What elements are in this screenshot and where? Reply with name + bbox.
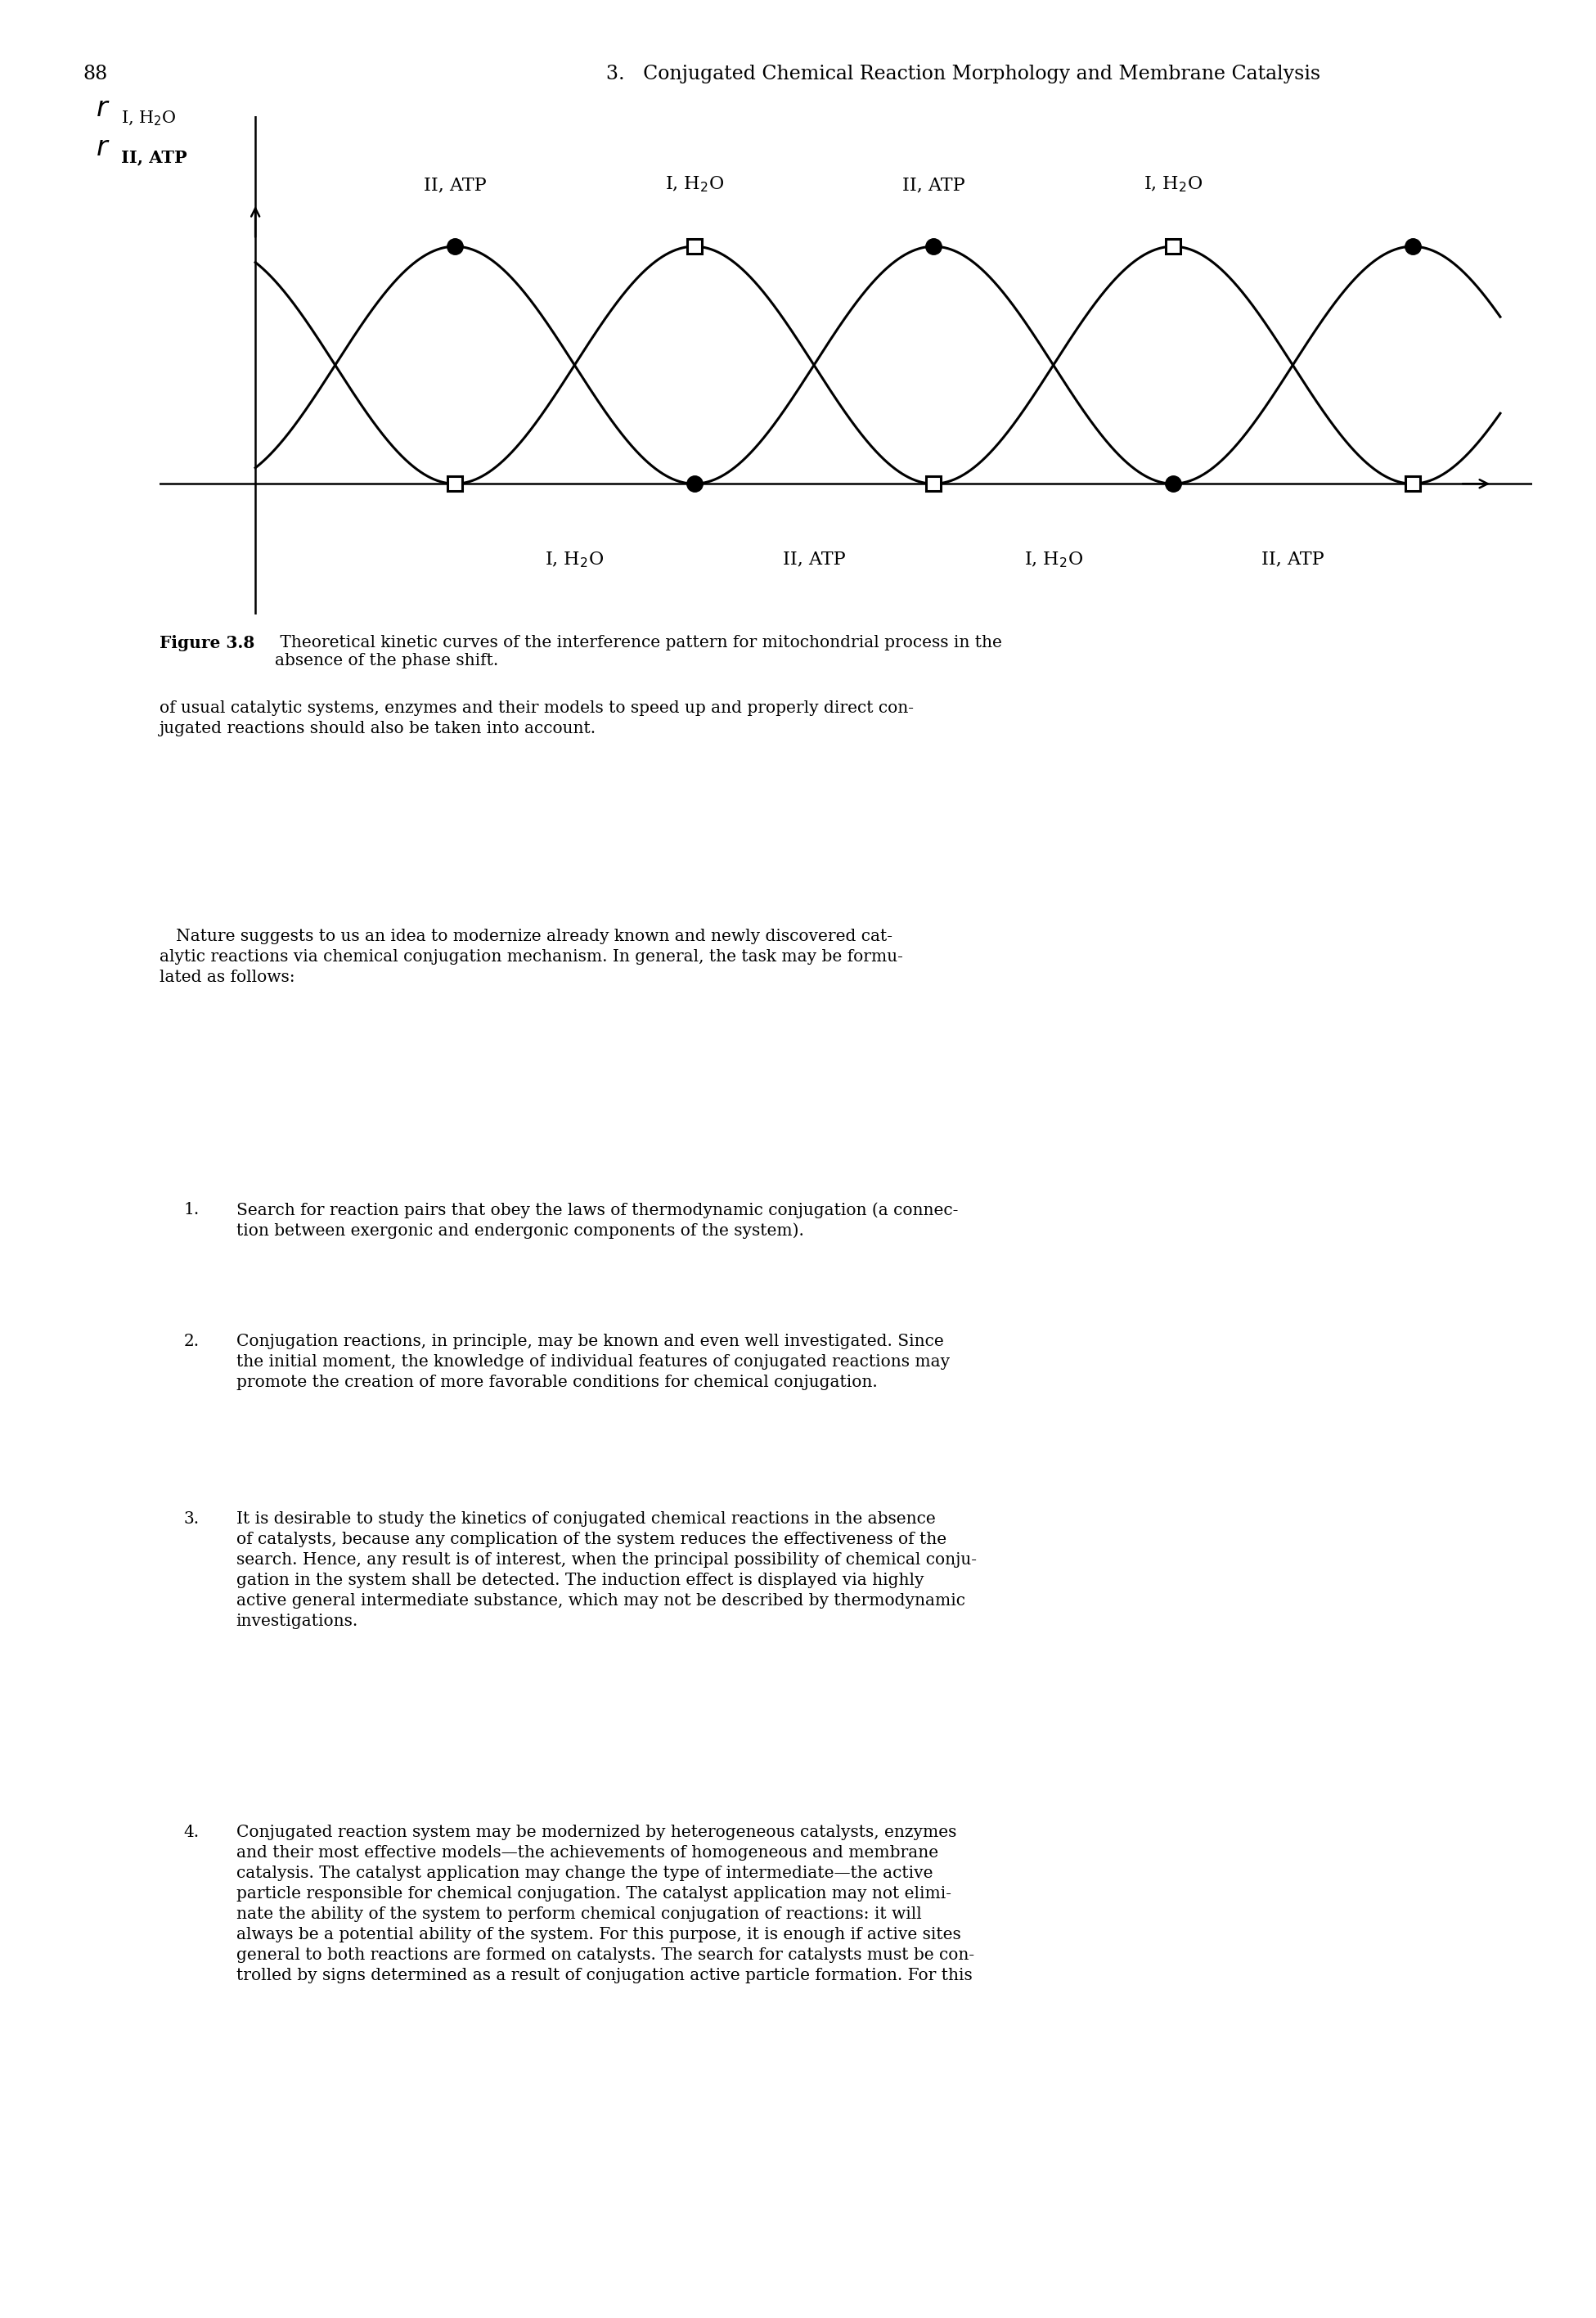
- Text: I, H$_2$O: I, H$_2$O: [666, 174, 723, 195]
- Text: $r$: $r$: [96, 95, 110, 123]
- Text: Conjugated reaction system may be modernized by heterogeneous catalysts, enzymes: Conjugated reaction system may be modern…: [236, 1824, 974, 1982]
- Text: I, H$_2$O: I, H$_2$O: [121, 109, 177, 127]
- Text: It is desirable to study the kinetics of conjugated chemical reactions in the ab: It is desirable to study the kinetics of…: [236, 1511, 977, 1630]
- Text: II, ATP: II, ATP: [423, 176, 487, 195]
- Text: 3.: 3.: [184, 1511, 200, 1528]
- Text: 88: 88: [83, 65, 109, 83]
- Text: Theoretical kinetic curves of the interference pattern for mitochondrial process: Theoretical kinetic curves of the interf…: [275, 635, 1002, 668]
- Text: of usual catalytic systems, enzymes and their models to speed up and properly di: of usual catalytic systems, enzymes and …: [160, 700, 915, 737]
- Text: Conjugation reactions, in principle, may be known and even well investigated. Si: Conjugation reactions, in principle, may…: [236, 1335, 950, 1391]
- Text: 3.   Conjugated Chemical Reaction Morphology and Membrane Catalysis: 3. Conjugated Chemical Reaction Morpholo…: [606, 65, 1321, 83]
- Text: I, H$_2$O: I, H$_2$O: [1144, 174, 1202, 195]
- Text: $r$: $r$: [96, 134, 110, 162]
- Text: Search for reaction pairs that obey the laws of thermodynamic conjugation (a con: Search for reaction pairs that obey the …: [236, 1203, 958, 1240]
- Text: II, ATP: II, ATP: [1261, 549, 1325, 568]
- Text: I, H$_2$O: I, H$_2$O: [1025, 549, 1082, 570]
- Text: 4.: 4.: [184, 1824, 200, 1840]
- Text: 1.: 1.: [184, 1203, 200, 1217]
- Text: II, ATP: II, ATP: [782, 549, 846, 568]
- Text: Figure 3.8: Figure 3.8: [160, 635, 255, 651]
- Text: Nature suggests to us an idea to modernize already known and newly discovered ca: Nature suggests to us an idea to moderni…: [160, 930, 903, 985]
- Text: I, H$_2$O: I, H$_2$O: [546, 549, 603, 570]
- Text: II, ATP: II, ATP: [121, 148, 187, 167]
- Text: II, ATP: II, ATP: [902, 176, 966, 195]
- Text: 2.: 2.: [184, 1335, 200, 1349]
